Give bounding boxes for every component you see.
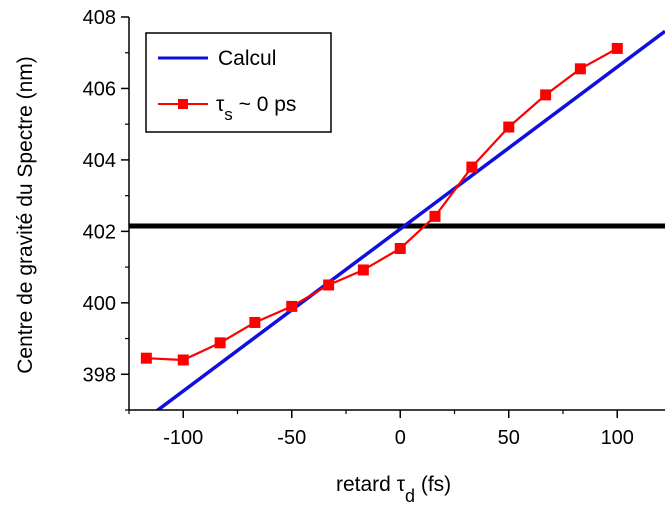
y-tick-label: 408 (83, 7, 116, 29)
x-tick-label: -100 (163, 427, 203, 449)
data-point (540, 89, 552, 101)
data-point (394, 243, 406, 255)
legend-label-tau-s: τs ~ 0 ps (216, 93, 296, 124)
data-point (214, 337, 226, 349)
data-point (574, 63, 586, 75)
legend-tau-suffix: ~ 0 ps (233, 93, 297, 116)
data-point (286, 300, 298, 312)
x-title-symbol: τ (397, 473, 406, 496)
legend-tau-symbol: τ (216, 93, 225, 116)
x-title-prefix: retard (336, 473, 397, 496)
legend-marker-tau-s (178, 99, 188, 109)
data-point (466, 161, 478, 173)
data-point (177, 354, 189, 366)
x-tick-label: -50 (277, 427, 306, 449)
data-layer (129, 29, 665, 410)
x-tick-label: 0 (395, 427, 406, 449)
x-axis-title: retard τd (fs) (336, 473, 451, 506)
y-tick-label: 406 (83, 78, 116, 100)
data-point (503, 121, 515, 133)
data-point (357, 264, 369, 276)
legend-tau-subscript: s (224, 105, 233, 124)
x-title-subscript: d (405, 486, 415, 506)
data-point (249, 316, 261, 328)
series-line-0 (154, 29, 665, 410)
x-tick-label: 50 (498, 427, 520, 449)
data-point (611, 42, 623, 54)
series-line-1 (146, 47, 618, 362)
y-axis-title: Centre de gravité du Spectre (nm) (14, 56, 37, 373)
y-tick-label: 398 (83, 364, 116, 386)
data-point (140, 352, 152, 364)
legend-label-calcul: Calcul (218, 47, 276, 70)
axes: -100 -50 0 50 100 398 400 402 404 406 408 (83, 7, 665, 449)
y-tick-label: 402 (83, 221, 116, 243)
data-point (429, 210, 441, 222)
x-title-suffix: (fs) (415, 473, 451, 496)
y-tick-label: 400 (83, 293, 116, 315)
data-point (323, 279, 335, 291)
legend: Calcul τs ~ 0 ps (145, 32, 332, 133)
y-tick-label: 404 (83, 150, 116, 172)
legend-box (145, 32, 332, 133)
x-tick-label: 100 (601, 427, 634, 449)
